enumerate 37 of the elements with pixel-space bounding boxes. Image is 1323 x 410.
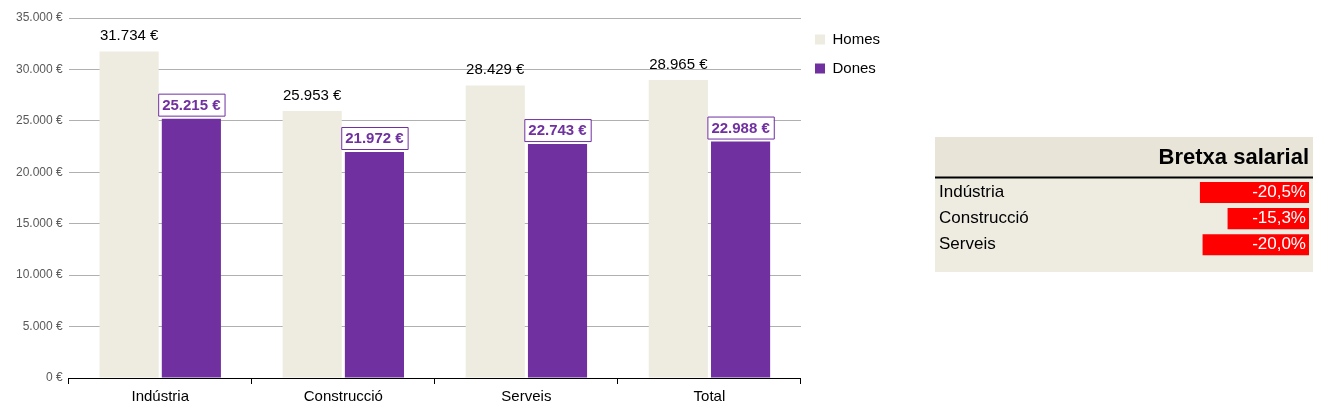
legend-label: Dones [832, 58, 876, 76]
y-tick-label: Indústria [939, 182, 1005, 202]
bar [99, 51, 159, 378]
y-tick-label: 0 € [46, 370, 64, 385]
y-tick-label: 5.000 € [22, 318, 64, 333]
bar [648, 80, 708, 378]
y-tick-label: 10.000 € [15, 267, 64, 282]
data-label: 25.953 € [283, 85, 343, 103]
y-tick-label: 20.000 € [15, 164, 64, 179]
y-tick-label: Serveis [939, 234, 996, 254]
y-tick-label: 15.000 € [15, 216, 64, 231]
data-label: 21.972 € [345, 129, 405, 147]
y-tick-label: 25.000 € [15, 113, 64, 128]
data-label: 22.988 € [711, 118, 771, 136]
x-tick-label: Construcció [303, 387, 383, 405]
bar [465, 85, 525, 378]
legend-label: Homes [832, 29, 880, 47]
y-tick-label: 30.000 € [15, 61, 64, 76]
x-tick-label: Serveis [501, 387, 552, 405]
data-label: 28.429 € [466, 60, 526, 78]
bar [711, 141, 771, 378]
bar [527, 144, 588, 378]
data-label: 31.734 € [99, 26, 159, 44]
y-tick-label: Construcció [939, 208, 1029, 228]
bar [344, 152, 404, 378]
y-tick-label: 35.000 € [15, 10, 64, 25]
x-tick-label: Total [693, 387, 726, 405]
data-label: 22.743 € [528, 121, 588, 139]
data-label: 25.215 € [162, 95, 222, 113]
data-label: -15,3% [1252, 208, 1306, 228]
data-label: 28.965 € [649, 54, 709, 72]
x-tick-label: Indústria [131, 387, 190, 405]
chart-title: Bretxa salarial [1158, 144, 1309, 170]
data-label: -20,5% [1252, 182, 1306, 202]
bar [282, 111, 342, 378]
data-label: -20,0% [1252, 234, 1306, 254]
bar [161, 118, 221, 378]
